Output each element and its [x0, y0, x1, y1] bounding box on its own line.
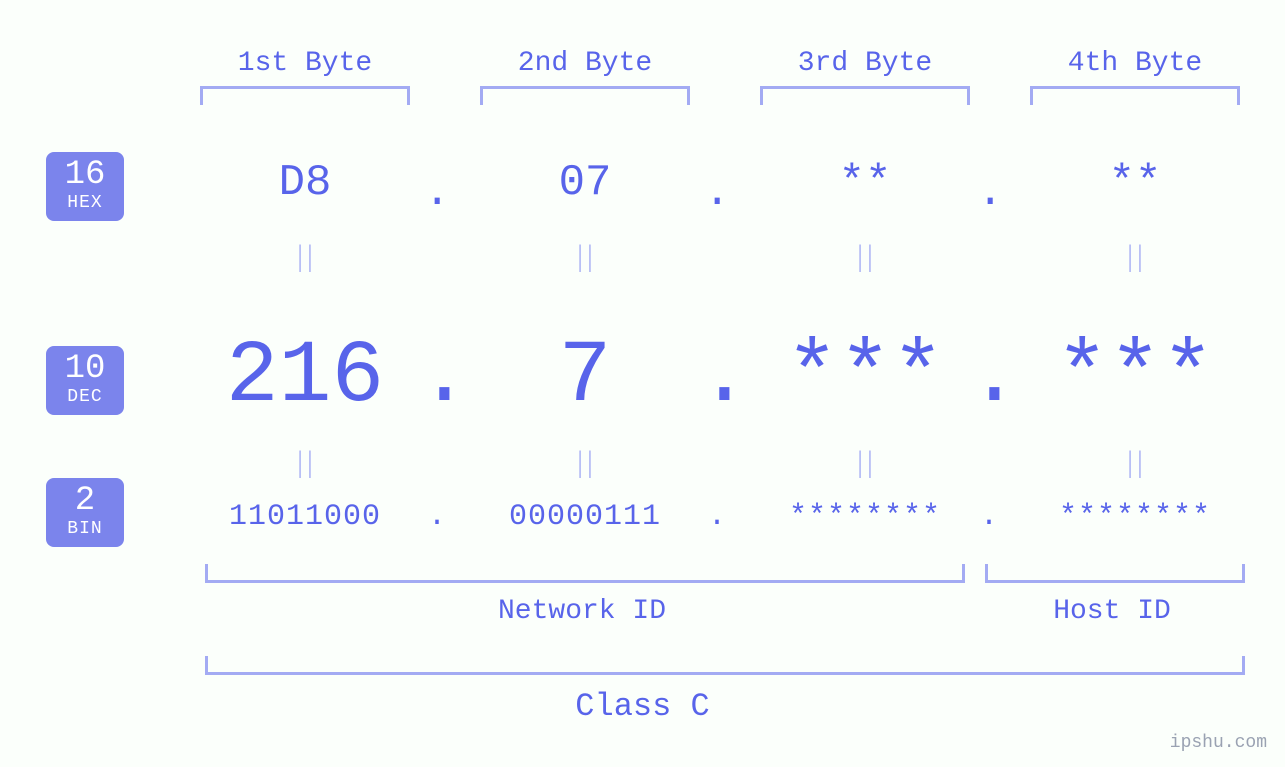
dot-bin-3: . — [980, 500, 998, 534]
dot-dec-1: . — [418, 328, 471, 427]
byte-header-4: 4th Byte — [1000, 48, 1270, 79]
badge-dec-num: 10 — [46, 352, 124, 388]
hex-3: ** — [730, 158, 1000, 208]
byte-bracket-2 — [480, 86, 690, 105]
byte-col-2: 2nd Byte 07 || 7 || 00000111 — [450, 0, 720, 767]
eq-4b: || — [1061, 448, 1210, 482]
eq-2a: || — [511, 242, 660, 276]
dec-1: 216 — [170, 328, 440, 427]
dot-dec-2: . — [698, 328, 751, 427]
dot-bin-2: . — [708, 500, 726, 534]
dec-3: *** — [730, 328, 1000, 427]
badge-bin-label: BIN — [46, 520, 124, 539]
dot-hex-3: . — [977, 168, 1003, 218]
bin-1: 11011000 — [170, 500, 440, 534]
eq-1b: || — [231, 448, 380, 482]
eq-3b: || — [791, 448, 940, 482]
dot-hex-2: . — [704, 168, 730, 218]
bin-4: ******** — [1000, 500, 1270, 534]
byte-header-2: 2nd Byte — [450, 48, 720, 79]
hex-4: ** — [1000, 158, 1270, 208]
watermark: ipshu.com — [1170, 733, 1267, 753]
badge-hex-label: HEX — [46, 194, 124, 213]
dot-bin-1: . — [428, 500, 446, 534]
badge-hex: 16 HEX — [46, 152, 124, 221]
byte-col-3: 3rd Byte ** || *** || ******** — [730, 0, 1000, 767]
dot-dec-3: . — [968, 328, 1021, 427]
badge-dec-label: DEC — [46, 388, 124, 407]
dec-4: *** — [1000, 328, 1270, 427]
eq-3a: || — [791, 242, 940, 276]
host-id-label: Host ID — [985, 596, 1239, 627]
byte-bracket-1 — [200, 86, 410, 105]
dot-hex-1: . — [424, 168, 450, 218]
network-id-label: Network ID — [205, 596, 959, 627]
byte-header-1: 1st Byte — [170, 48, 440, 79]
badge-bin-num: 2 — [46, 484, 124, 520]
dec-2: 7 — [450, 328, 720, 427]
hex-1: D8 — [170, 158, 440, 208]
byte-header-3: 3rd Byte — [730, 48, 1000, 79]
class-bracket — [205, 656, 1245, 675]
eq-1a: || — [231, 242, 380, 276]
hex-2: 07 — [450, 158, 720, 208]
byte-bracket-3 — [760, 86, 970, 105]
byte-col-1: 1st Byte D8 || 216 || 11011000 — [170, 0, 440, 767]
eq-2b: || — [511, 448, 660, 482]
eq-4a: || — [1061, 242, 1210, 276]
badge-hex-num: 16 — [46, 158, 124, 194]
network-id-bracket — [205, 564, 965, 583]
class-label: Class C — [0, 688, 1285, 725]
byte-bracket-4 — [1030, 86, 1240, 105]
badge-bin: 2 BIN — [46, 478, 124, 547]
ip-diagram: 16 HEX 10 DEC 2 BIN 1st Byte D8 || 216 |… — [0, 0, 1285, 767]
bin-2: 00000111 — [450, 500, 720, 534]
byte-col-4: 4th Byte ** || *** || ******** — [1000, 0, 1270, 767]
bin-3: ******** — [730, 500, 1000, 534]
badge-dec: 10 DEC — [46, 346, 124, 415]
host-id-bracket — [985, 564, 1245, 583]
